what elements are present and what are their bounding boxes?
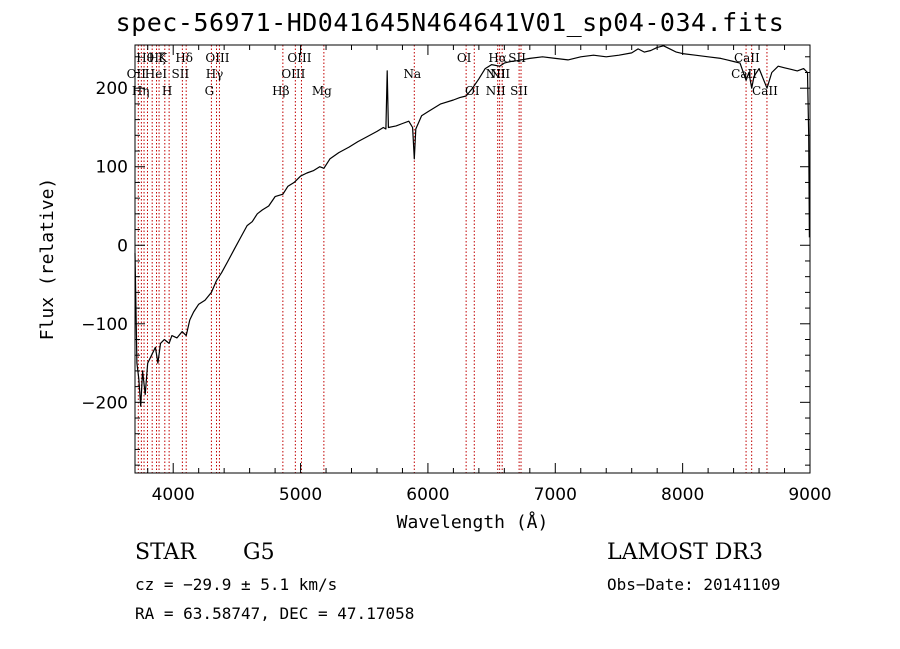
line-label: OI <box>465 84 480 98</box>
line-label: OII <box>127 67 147 81</box>
line-label: OIII <box>205 51 229 65</box>
line-label: CaII <box>734 51 760 65</box>
line-label: Hθ <box>136 51 154 65</box>
x-tick-label: 8000 <box>661 485 704 505</box>
line-label: SII <box>508 51 526 65</box>
x-tick-label: 4000 <box>152 485 195 505</box>
x-tick-label: 9000 <box>788 485 831 505</box>
x-tick-label: 5000 <box>279 485 322 505</box>
line-label: G <box>205 84 215 98</box>
chart-title: spec-56971-HD041645N464641V01_sp04-034.f… <box>115 8 785 37</box>
line-label: Hδ <box>175 51 193 65</box>
redshift-cz: cz = −29.9 ± 5.1 km/s <box>135 575 338 594</box>
line-label: Hγ <box>206 67 224 81</box>
observation-date: Obs−Date: 20141109 <box>607 575 781 594</box>
survey-name: LAMOST DR3 <box>607 540 763 565</box>
y-tick-label: −200 <box>81 393 128 413</box>
line-label: OIII <box>281 67 305 81</box>
y-axis-label: Flux (relative) <box>37 178 58 341</box>
spectral-line-markers <box>137 45 768 473</box>
line-label: CaII <box>752 84 778 98</box>
object-class: STAR <box>135 540 196 565</box>
line-label: H <box>162 84 172 98</box>
plot-axes: 4000 5000 6000 7000 8000 9000 −200 −100 0 100 200 W… <box>37 44 832 533</box>
plot-frame <box>134 44 811 474</box>
line-label: K <box>158 51 168 65</box>
line-label: OI <box>457 51 472 65</box>
line-label: Hη <box>132 84 150 98</box>
line-label: Hζ <box>149 51 166 65</box>
x-axis-label: Wavelength (Å) <box>397 511 549 533</box>
line-label: Hβ <box>272 84 289 98</box>
y-tick-label: 100 <box>96 158 128 178</box>
spectral-subclass: G5 <box>243 540 275 565</box>
y-tick-label: 0 <box>117 236 128 256</box>
line-label: SII <box>172 67 190 81</box>
y-tick-label: 200 <box>96 79 128 99</box>
spectrum-line <box>134 45 811 407</box>
line-label: SII <box>510 84 528 98</box>
y-tick-label: −100 <box>81 315 128 335</box>
line-label: Mg <box>312 84 332 98</box>
x-tick-label: 7000 <box>534 485 577 505</box>
line-label: OIII <box>287 51 311 65</box>
line-label: Na <box>403 67 421 81</box>
line-label: HeI <box>145 67 168 81</box>
line-label: NII <box>486 67 506 81</box>
line-label: NII <box>486 84 506 98</box>
spectrum-series <box>134 45 811 407</box>
coordinates: RA = 63.58747, DEC = 47.17058 <box>135 604 415 623</box>
x-tick-label: 6000 <box>406 485 449 505</box>
line-label: Hα <box>488 51 507 65</box>
line-label: NII <box>490 67 510 81</box>
